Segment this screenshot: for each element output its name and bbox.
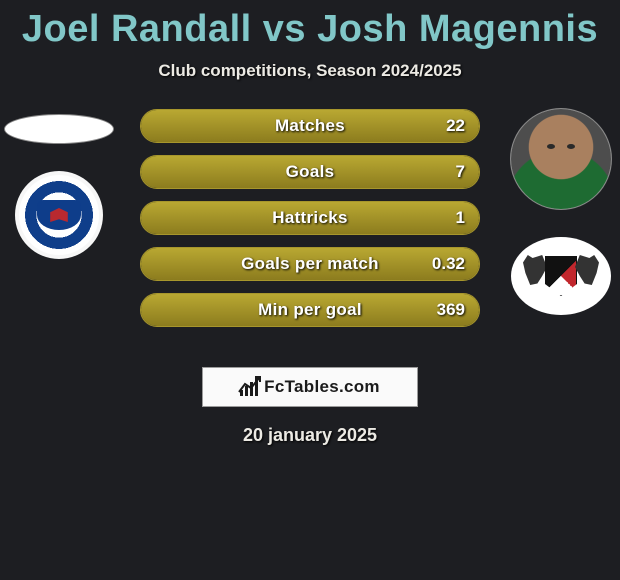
player-left-column <box>4 109 114 259</box>
player-left-avatar-placeholder <box>5 115 113 143</box>
stat-right-value: 0.32 <box>432 248 465 280</box>
stat-right-value: 22 <box>446 110 465 142</box>
comparison-row: Matches 22 Goals 7 Hattricks 1 Goals per… <box>0 109 620 349</box>
stat-label: Matches <box>141 110 479 142</box>
peterborough-badge-icon <box>19 175 99 255</box>
stat-right-value: 369 <box>437 294 465 326</box>
snapshot-date: 20 january 2025 <box>0 425 620 446</box>
stat-bars: Matches 22 Goals 7 Hattricks 1 Goals per… <box>140 109 480 339</box>
stat-label: Goals <box>141 156 479 188</box>
stat-bar-goals: Goals 7 <box>140 155 480 189</box>
stat-label: Goals per match <box>141 248 479 280</box>
stat-right-value: 7 <box>456 156 465 188</box>
player-left-club-badge <box>15 171 103 259</box>
stat-label: Hattricks <box>141 202 479 234</box>
player-right-avatar <box>511 109 611 209</box>
stat-bar-goals-per-match: Goals per match 0.32 <box>140 247 480 281</box>
lion-icon <box>517 255 547 295</box>
chart-icon <box>240 378 258 396</box>
exeter-shield-icon <box>545 256 577 296</box>
stat-bar-min-per-goal: Min per goal 369 <box>140 293 480 327</box>
stat-right-value: 1 <box>456 202 465 234</box>
stat-bar-hattricks: Hattricks 1 <box>140 201 480 235</box>
lion-icon <box>575 255 605 295</box>
watermark-badge: FcTables.com <box>202 367 418 407</box>
player-right-club-badge <box>511 237 611 315</box>
subtitle: Club competitions, Season 2024/2025 <box>0 61 620 81</box>
stat-label: Min per goal <box>141 294 479 326</box>
player-right-column <box>506 109 616 315</box>
page-title: Joel Randall vs Josh Magennis <box>0 0 620 51</box>
stat-bar-matches: Matches 22 <box>140 109 480 143</box>
watermark-text: FcTables.com <box>264 377 380 397</box>
